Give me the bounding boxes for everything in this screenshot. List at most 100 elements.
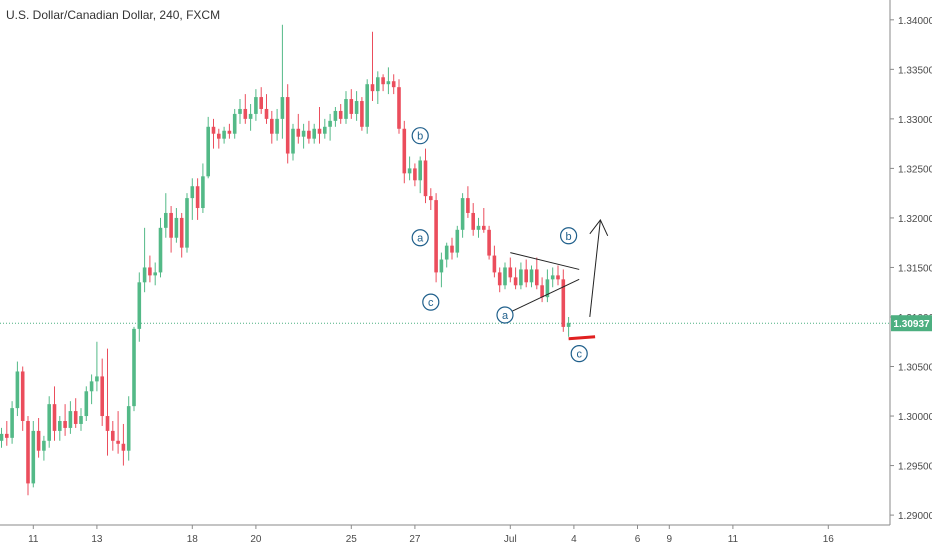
time-tick-label: 13 [91, 534, 103, 545]
candle [312, 123, 316, 144]
candle [397, 79, 401, 134]
price-tick-label: 1.33500 [898, 65, 932, 76]
candle [561, 269, 566, 332]
candle [116, 411, 120, 454]
candle-body [301, 130, 306, 137]
wave-label-text: c [428, 297, 434, 309]
wave-label-text: a [417, 233, 424, 245]
candle-body [407, 168, 412, 174]
candle-body [164, 212, 168, 228]
candle-body [381, 77, 385, 85]
candle [238, 99, 242, 124]
support-line [568, 335, 596, 341]
time-tick-label: 4 [571, 534, 577, 545]
time-tick-label: 6 [635, 534, 641, 545]
wave-label-circle [411, 229, 429, 247]
candle-body [291, 128, 295, 154]
candle [471, 203, 475, 236]
candle [42, 435, 46, 461]
candle [508, 257, 513, 283]
candle [0, 427, 4, 448]
candle [26, 416, 30, 496]
time-tick-label: 25 [346, 534, 358, 545]
candle [100, 358, 104, 426]
price-tick-label: 1.29500 [898, 462, 932, 473]
candle-body [508, 267, 513, 278]
candle-body [413, 168, 417, 181]
candle [513, 267, 518, 290]
candle [566, 316, 571, 337]
price-tick-label: 1.33000 [898, 115, 932, 126]
candle [174, 208, 179, 243]
candle-body [179, 217, 184, 248]
candle [545, 269, 550, 303]
candle-body [142, 267, 147, 283]
candle-body [254, 97, 258, 114]
candle [466, 186, 470, 218]
wave-label-text: c [576, 349, 582, 361]
candle [5, 420, 9, 446]
candle [370, 31, 375, 102]
candle [556, 265, 560, 286]
wave-label-circle [411, 127, 429, 145]
time-tick-label: 9 [667, 534, 673, 545]
time-axis[interactable]: 11 13 18 20 25 27 Jul 4 6 9 11 16 [0, 524, 890, 545]
candle-body [26, 420, 30, 484]
candle-body [402, 128, 407, 174]
candle-body [264, 108, 269, 119]
candle [243, 94, 248, 124]
candle [285, 84, 290, 164]
elliott-wave-annotations: b a c a b c [411, 127, 609, 363]
candle-body [275, 118, 279, 134]
candle-body [185, 198, 189, 248]
candle-body [307, 130, 311, 139]
candle-body [529, 269, 534, 283]
projection-arrow-shaft [589, 219, 601, 318]
candle-body [492, 255, 497, 273]
candle [497, 267, 502, 293]
candle-body [5, 433, 9, 438]
candle [333, 106, 338, 127]
candle-body [312, 128, 316, 139]
candle-body [323, 126, 327, 134]
candle [79, 408, 83, 431]
candle-body [376, 77, 380, 92]
candle [381, 74, 385, 92]
candle [460, 193, 465, 238]
wave-label-b: b [559, 227, 578, 245]
candle-body [20, 371, 25, 421]
candle [418, 156, 422, 194]
candle-body [36, 430, 41, 451]
candle-body [79, 416, 83, 424]
wave-label-b: b [411, 127, 429, 145]
price-axis[interactable]: 1.290001.295001.300001.305001.310001.315… [889, 0, 932, 525]
candle-body [68, 411, 73, 428]
candle-body [280, 97, 285, 119]
candle [386, 67, 391, 95]
candle-body [58, 420, 62, 431]
candle [275, 108, 279, 141]
candle-body [540, 285, 544, 298]
candle [169, 206, 173, 253]
candle [89, 374, 94, 405]
candle [391, 74, 396, 95]
candle [413, 163, 417, 187]
candle-body [248, 113, 253, 119]
candle [36, 418, 41, 458]
price-tick-label: 1.34000 [898, 16, 932, 27]
candle-body [232, 113, 237, 134]
candle-body [434, 200, 438, 273]
candle-body [158, 227, 163, 273]
candle [429, 188, 433, 210]
candle [63, 404, 67, 436]
candle [439, 252, 444, 288]
candle-body [169, 212, 173, 238]
price-tick-label: 1.32000 [898, 214, 932, 225]
candles [0, 24, 571, 496]
candle-body [545, 279, 550, 298]
candle-body [47, 404, 51, 441]
candle [365, 79, 369, 134]
candle-body [439, 259, 444, 273]
